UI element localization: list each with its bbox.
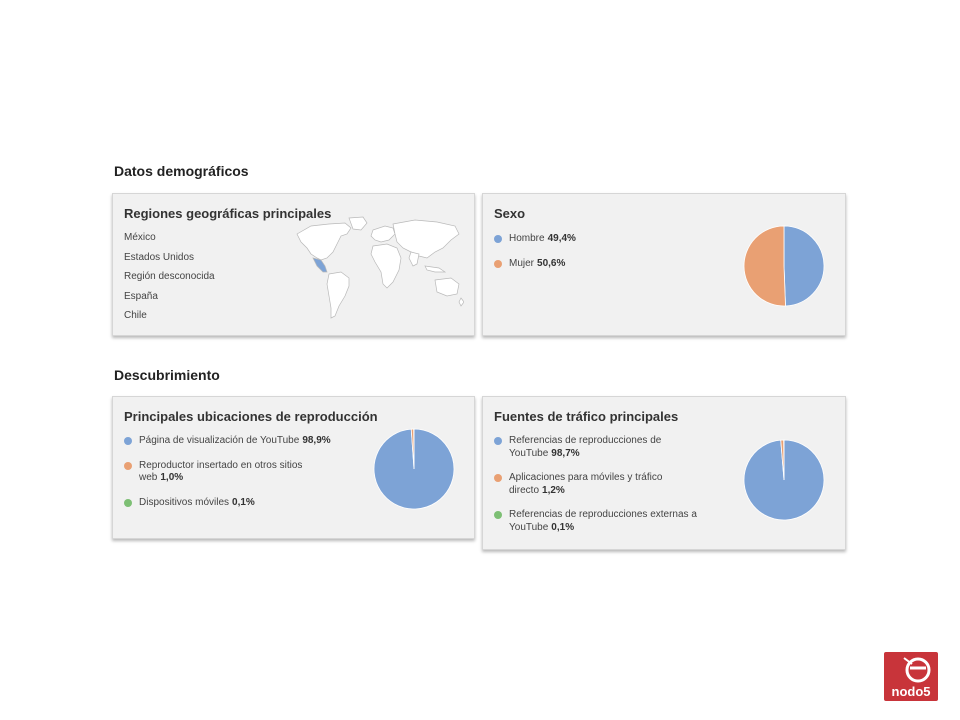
- region-item: Estados Unidos: [124, 251, 195, 263]
- map-indonesia: [424, 265, 447, 273]
- legend-value: 1,0%: [160, 472, 184, 483]
- legend-label: Reproductor insertado en otros sitios we…: [139, 459, 303, 484]
- pie-slice-mujer: [743, 225, 786, 307]
- locations-card: Principales ubicaciones de reproducción …: [112, 396, 475, 539]
- regions-list: México Estados Unidos Región desconocida…: [124, 232, 215, 330]
- legend-dot: [494, 474, 502, 482]
- legend-dot: [494, 235, 502, 243]
- map-new-zealand: [458, 297, 464, 307]
- legend-label: Aplicaciones para móviles y tráfico dire…: [509, 472, 663, 496]
- gender-pie-chart: [743, 225, 825, 307]
- legend-dot: [494, 259, 502, 268]
- map-south-america: [326, 271, 350, 319]
- map-mexico: [312, 257, 328, 273]
- legend-dot: [124, 461, 132, 470]
- legend-dot: [494, 511, 502, 519]
- legend-value: 1,2%: [542, 484, 565, 496]
- legend-item: Referencias de reproducciones de YouTube…: [494, 435, 709, 460]
- legend-item: Dispositivos móviles 0,1%: [124, 497, 359, 510]
- legend-label: Mujer: [509, 257, 535, 269]
- legend-value: 0,1%: [551, 521, 575, 533]
- traffic-legend: Referencias de reproducciones de YouTube…: [494, 435, 726, 534]
- legend-dot: [124, 498, 132, 507]
- legend-item: Página de visualización de YouTube 98,9%: [124, 435, 359, 448]
- traffic-title: Fuentes de tráfico principales: [494, 409, 679, 424]
- pie-slice-hombre: [783, 225, 825, 307]
- region-item: Chile: [124, 310, 147, 321]
- region-item: España: [124, 290, 158, 302]
- legend-value: 0,1%: [232, 496, 255, 508]
- legend-item: Mujer 50,6%: [494, 258, 576, 271]
- map-india: [408, 251, 420, 267]
- legend-item: Reproductor insertado en otros sitios we…: [124, 460, 349, 485]
- region-item: México: [124, 232, 156, 243]
- legend-item: Referencias de reproducciones externas a…: [494, 509, 741, 534]
- gender-card: Sexo Hombre 49,4% Mujer 50,6%: [482, 193, 846, 336]
- traffic-card: Fuentes de tráfico principales Referenci…: [482, 396, 846, 550]
- legend-label: Página de visualización de YouTube: [139, 435, 300, 446]
- map-europe: [370, 225, 396, 243]
- demographics-title: Datos demográficos: [114, 163, 249, 179]
- legend-item: Aplicaciones para móviles y tráfico dire…: [494, 472, 709, 497]
- gender-legend: Hombre 49,4% Mujer 50,6%: [494, 233, 576, 270]
- svg-text:nodo5: nodo5: [892, 684, 931, 699]
- legend-value: 50,6%: [537, 257, 566, 269]
- legend-dot: [494, 437, 502, 445]
- legend-label: Dispositivos móviles: [139, 496, 230, 508]
- gender-title: Sexo: [494, 206, 526, 221]
- locations-title: Principales ubicaciones de reproducción: [124, 409, 378, 424]
- legend-label: Referencias de reproducciones de YouTube: [509, 435, 662, 459]
- locations-legend: Página de visualización de YouTube 98,9% …: [124, 435, 359, 509]
- traffic-pie-chart: [743, 439, 825, 521]
- legend-value: 98,9%: [302, 435, 331, 446]
- world-map: [296, 216, 464, 319]
- legend-value: 49,4%: [547, 233, 576, 244]
- legend-value: 98,7%: [551, 447, 580, 459]
- legend-dot: [124, 437, 132, 445]
- legend-label: Referencias de reproducciones externas a…: [509, 509, 697, 533]
- region-item: Región desconocida: [124, 271, 215, 282]
- locations-pie-chart: [373, 428, 455, 510]
- legend-item: Hombre 49,4%: [494, 233, 576, 246]
- map-australia: [434, 277, 460, 297]
- legend-label: Hombre: [509, 233, 545, 244]
- discovery-title: Descubrimiento: [114, 367, 220, 383]
- nodo5-logo: nodo5: [884, 652, 938, 701]
- regions-title: Regiones geográficas principales: [124, 206, 332, 221]
- map-africa: [370, 243, 402, 289]
- map-north-america: [296, 222, 352, 261]
- map-asia: [392, 219, 460, 259]
- map-greenland: [348, 216, 368, 231]
- regions-card: Regiones geográficas principales México …: [112, 193, 475, 336]
